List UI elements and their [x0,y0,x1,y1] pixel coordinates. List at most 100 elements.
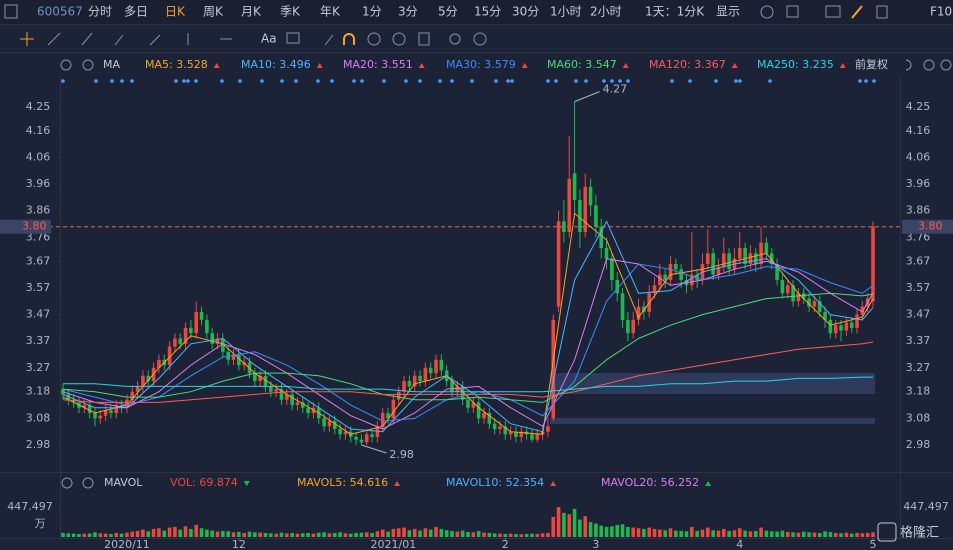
panel-icon[interactable] [4,4,18,19]
note-tool[interactable] [286,32,300,44]
zoom-out[interactable] [923,59,935,71]
event-dot [61,79,65,83]
candle-body [775,263,779,280]
ma-settings[interactable] [60,59,72,71]
x-tick-label: 4 [736,538,743,550]
candle-body [434,359,438,374]
event-dot [352,79,356,83]
last-price-box [0,219,51,234]
text-tool[interactable]: Aa [261,32,277,46]
candle-body [87,405,92,414]
volume-bar [450,530,454,537]
volume-bar [588,522,593,537]
range[interactable]: 1天：1分K [645,5,705,19]
period-tab[interactable]: 30分 [512,5,539,19]
volume-bar [695,530,699,537]
period-tab[interactable]: 年K [320,5,341,19]
volume-bar [247,531,252,537]
y-tick-label-right: 3.27 [906,361,931,374]
vol-close[interactable] [82,477,94,489]
period-tab[interactable]: 季K [280,5,301,19]
hide-tool[interactable] [392,32,406,46]
period-tab[interactable]: 1分 [362,5,382,19]
volume-bar [183,526,188,537]
candle-body [306,407,310,414]
volume-bar [428,529,433,537]
zoom-in[interactable] [940,59,952,71]
candle-body [753,253,758,264]
annotation-label: 2.98 [389,448,414,461]
volume-bar [231,532,236,537]
period-tab[interactable]: 分时 [88,5,112,19]
event-dot [438,79,442,83]
candle-body [125,399,129,408]
candle-body [482,413,486,419]
event-dot [260,79,264,83]
delete-tool[interactable] [418,32,430,46]
volume-bar [647,527,651,537]
display[interactable]: 显示 [716,5,740,19]
volume-bar [263,532,268,537]
volume-bar [652,528,657,537]
price-zone [550,373,875,394]
pen-icon[interactable] [851,5,863,19]
period-tab[interactable]: 15分 [474,5,501,19]
link-tool[interactable] [449,33,461,45]
magnet-tool[interactable] [343,33,355,45]
volume-bar [764,530,769,537]
volume-bar [77,533,81,537]
symbol[interactable]: 600567 [37,5,83,19]
camera-icon[interactable] [825,5,841,18]
candle-body [737,248,742,259]
vol-settings[interactable] [61,477,73,489]
candle-body [194,311,199,334]
period-tab[interactable]: 月K [241,5,262,19]
candle-body [706,253,710,264]
lock-tool[interactable] [367,32,381,46]
y-tick-label: 2.98 [26,438,51,451]
candle-body [237,354,241,366]
event-dot [626,79,630,83]
toolbar-bg [0,0,953,24]
period-tab[interactable]: 2小时 [590,5,622,19]
tool-settings[interactable] [473,32,487,46]
volume-bar [860,533,865,537]
undo-icon[interactable] [905,59,912,71]
volume-bar [620,524,625,537]
event-dot [872,79,876,83]
fullscreen-icon[interactable] [876,5,888,19]
settings-icon[interactable] [760,5,774,19]
candle-body [439,359,444,371]
volume-bar [546,532,550,537]
period-tab[interactable]: 5分 [438,5,458,19]
candle-body [743,248,747,264]
y-tick-label-right: 3.67 [906,254,931,267]
period-tab[interactable]: 1小时 [550,5,582,19]
candle-body [578,200,582,233]
candle-body [215,338,220,344]
draw-tools[interactable] [47,32,334,46]
period-tab[interactable]: 日K [165,5,186,19]
ma-legend: MA60: 3.547 [547,58,617,71]
candle-body [492,423,497,430]
y-tick-label: 4.16 [26,124,51,137]
candle-body [844,322,849,331]
volume-bar [594,523,598,537]
period-tab[interactable]: 多日 [124,5,148,19]
check-icon[interactable] [786,5,799,18]
y-tick-label-right: 4.06 [906,151,931,164]
period-tab[interactable]: 周K [203,5,224,19]
trend-arrow [622,63,629,68]
volume-bar [540,533,545,537]
candle-body [556,221,561,307]
period-tab[interactable]: 3分 [398,5,418,19]
event-dot [120,79,124,83]
y-tick-label: 3.08 [26,411,51,424]
cross-tool[interactable] [20,32,34,46]
ma-close[interactable] [82,59,94,71]
f10[interactable]: F10 [930,5,952,19]
adjust[interactable]: 前复权 [855,57,888,71]
volume-bar [205,529,209,537]
candle-body [636,306,641,320]
volume-bar [844,532,849,537]
